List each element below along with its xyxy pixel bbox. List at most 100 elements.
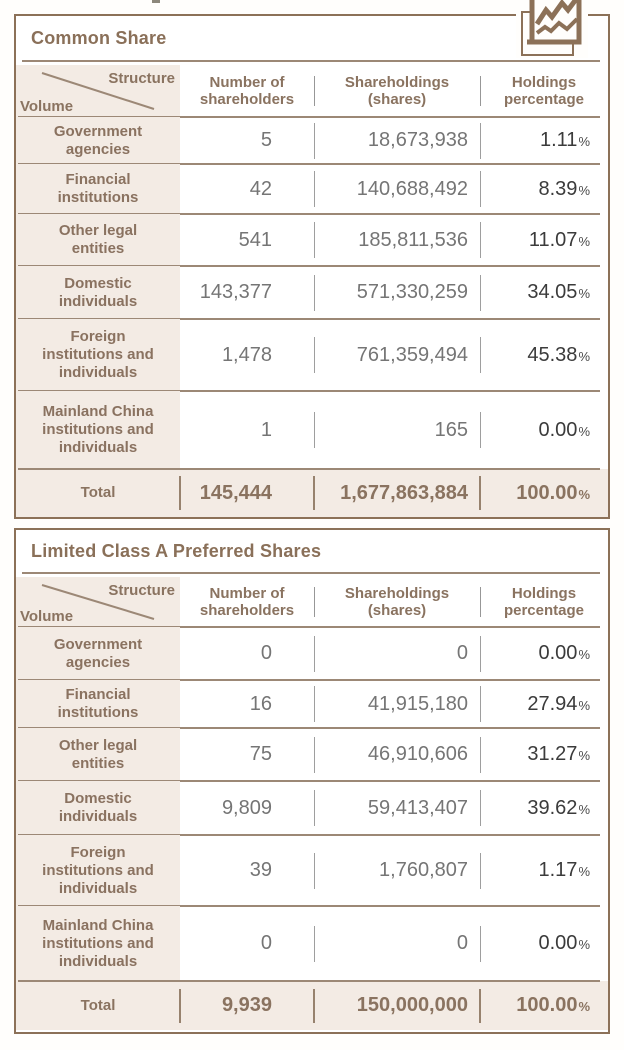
shares-value: 41,915,180 [314, 680, 480, 728]
preferred-shares-table-card: Limited Class A Preferred Shares Structu… [14, 528, 610, 1034]
shareholders-column-header: Number of shareholders [180, 577, 314, 627]
row-label: Other legal entities [16, 214, 180, 266]
shareholders-value: 1 [180, 391, 314, 469]
table-row: Financial institutions 42 140,688,492 8.… [16, 163, 608, 214]
shares-column-header: Shareholdings (shares) [314, 577, 480, 627]
shares-value: 185,811,536 [314, 214, 480, 266]
total-shareholders-value: 145,444 [180, 469, 314, 517]
row-label: Mainland China institutions and individu… [16, 391, 180, 469]
shares-value: 571,330,259 [314, 266, 480, 319]
percent-sign: % [578, 748, 590, 763]
percentage-column-header: Holdings percentage [503, 73, 585, 108]
shares-value: 0 [314, 906, 480, 981]
table-header-row: Structure Volume Number of shareholders … [16, 577, 608, 627]
percent-sign: % [578, 134, 590, 149]
percentage-value: 31.27% [527, 743, 590, 765]
shares-value: 46,910,606 [314, 728, 480, 781]
volume-header-label: Volume [20, 607, 74, 625]
percent-sign: % [578, 647, 590, 662]
shareholders-value: 9,809 [180, 781, 314, 835]
table-row: Mainland China institutions and individu… [16, 905, 608, 981]
percent-sign: % [578, 423, 590, 439]
table-row: Mainland China institutions and individu… [16, 390, 608, 469]
volume-header-label: Volume [20, 97, 74, 115]
shareholders-value: 143,377 [180, 266, 314, 319]
percent-sign: % [578, 801, 590, 817]
percentage-value: 8.39% [538, 177, 591, 200]
total-shares-value: 150,000,000 [314, 981, 480, 1030]
shares-column-header: Shareholdings (shares) [314, 65, 480, 117]
percent-sign: % [578, 233, 590, 249]
total-shareholders-value: 9,939 [180, 981, 314, 1030]
row-label: Mainland China institutions and individu… [16, 906, 180, 981]
percent-sign: % [578, 286, 590, 301]
table-row: Domestic individuals 143,377 571,330,259… [16, 265, 608, 319]
shareholders-value: 1,478 [180, 319, 314, 391]
percentage-value: 1.11% [539, 129, 590, 151]
percentage-value: 11.07% [528, 228, 590, 251]
row-label: Domestic individuals [16, 266, 180, 319]
total-label: Total [16, 469, 180, 517]
percentage-column-header: Holdings percentage [503, 584, 585, 619]
percentage-value: 34.05% [527, 281, 590, 303]
shareholders-value: 0 [180, 906, 314, 981]
total-label: Total [16, 981, 180, 1030]
percentage-value: 0.00% [538, 932, 591, 954]
stock-chart-icon [516, 0, 588, 58]
table-title: Limited Class A Preferred Shares [31, 540, 322, 561]
total-percentage-value: 100.00% [516, 481, 590, 504]
row-label: Other legal entities [16, 728, 180, 781]
shares-value: 761,359,494 [314, 319, 480, 391]
table-row: Foreign institutions and individuals 1,4… [16, 318, 608, 391]
percent-sign: % [578, 182, 590, 198]
shares-value: 59,413,407 [314, 781, 480, 835]
shareholders-column-header: Number of shareholders [180, 65, 314, 117]
table-row: Government agencies 5 18,673,938 1.11% [16, 116, 608, 164]
table-row: Foreign institutions and individuals 39 … [16, 834, 608, 906]
percent-sign: % [578, 937, 590, 952]
total-row: Total 145,444 1,677,863,884 100.00% [16, 468, 608, 517]
shareholders-value: 39 [180, 835, 314, 906]
row-label: Government agencies [16, 627, 180, 680]
percentage-value: 0.00% [538, 418, 591, 441]
cropped-content-artifact [152, 0, 160, 3]
table-row: Financial institutions 16 41,915,180 27.… [16, 679, 608, 728]
table-row: Domestic individuals 9,809 59,413,407 39… [16, 780, 608, 835]
percentage-value: 0.00% [538, 642, 591, 664]
structure-volume-header-cell: Structure Volume [16, 577, 180, 627]
percentage-value: 39.62% [527, 796, 590, 819]
percent-sign: % [578, 486, 590, 502]
percent-sign: % [578, 697, 590, 713]
row-label: Financial institutions [16, 164, 180, 214]
structure-header-label: Structure [108, 70, 175, 87]
table-row: Other legal entities 541 185,811,536 11.… [16, 213, 608, 266]
row-label: Foreign institutions and individuals [16, 319, 180, 391]
total-row: Total 9,939 150,000,000 100.00% [16, 980, 608, 1030]
total-shares-value: 1,677,863,884 [314, 469, 480, 517]
table-row: Government agencies 0 0 0.00% [16, 626, 608, 680]
shares-value: 140,688,492 [314, 164, 480, 214]
percentage-value: 45.38% [527, 343, 590, 366]
title-underline [22, 572, 600, 574]
shares-value: 1,760,807 [314, 835, 480, 906]
row-label: Government agencies [16, 117, 180, 164]
common-share-table-card: Common Share Structure Volume Number of … [14, 0, 610, 519]
title-underline [22, 60, 600, 62]
percent-sign: % [578, 999, 590, 1014]
shareholders-value: 16 [180, 680, 314, 728]
shareholders-value: 541 [180, 214, 314, 266]
table-header-row: Structure Volume Number of shareholders … [16, 65, 608, 117]
shares-value: 165 [314, 391, 480, 469]
shareholders-value: 0 [180, 627, 314, 680]
row-label: Financial institutions [16, 680, 180, 728]
shares-value: 0 [314, 627, 480, 680]
shares-value: 18,673,938 [314, 117, 480, 164]
percentage-value: 27.94% [527, 692, 590, 715]
row-label: Domestic individuals [16, 781, 180, 835]
structure-header-label: Structure [108, 582, 175, 599]
shareholders-value: 5 [180, 117, 314, 164]
table-title: Common Share [31, 27, 167, 48]
table-row: Other legal entities 75 46,910,606 31.27… [16, 727, 608, 781]
total-percentage-value: 100.00% [516, 994, 590, 1016]
percent-sign: % [578, 348, 590, 364]
